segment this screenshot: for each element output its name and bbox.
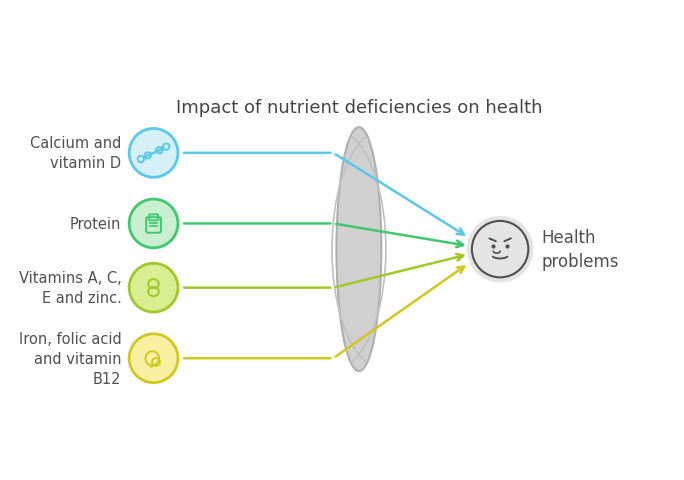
Ellipse shape (337, 128, 382, 372)
Circle shape (129, 264, 178, 312)
Text: Impact of nutrient deficiencies on health: Impact of nutrient deficiencies on healt… (176, 98, 542, 116)
Text: Vitamins A, C,
E and zinc.: Vitamins A, C, E and zinc. (18, 271, 122, 305)
Text: Protein: Protein (70, 216, 122, 231)
Text: Iron, folic acid
and vitamin
B12: Iron, folic acid and vitamin B12 (18, 331, 122, 386)
Text: Health
problems: Health problems (542, 229, 619, 270)
Circle shape (466, 216, 534, 283)
Text: Calcium and
vitamin D: Calcium and vitamin D (30, 136, 122, 171)
Circle shape (129, 334, 178, 383)
Circle shape (129, 200, 178, 248)
Circle shape (129, 129, 178, 178)
